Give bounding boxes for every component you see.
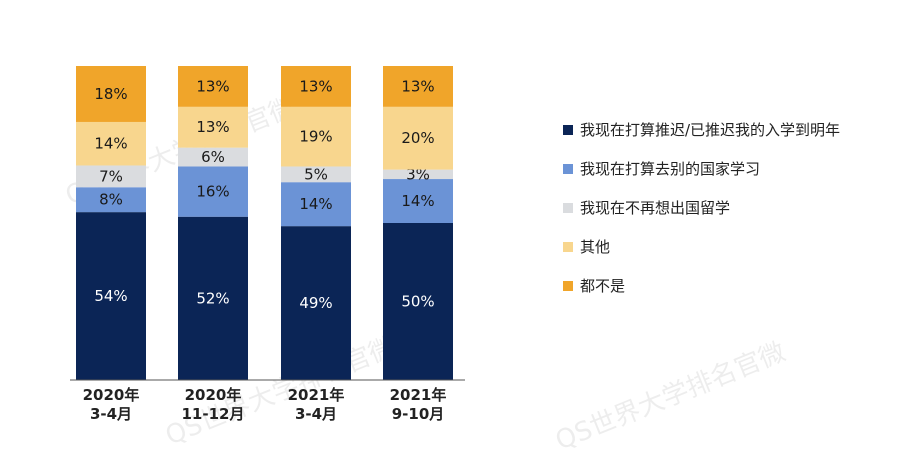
- x-tick-label: 11-12月: [182, 405, 245, 423]
- data-label: 50%: [401, 293, 434, 311]
- legend-label: 其他: [580, 238, 610, 256]
- legend-label: 都不是: [580, 277, 625, 295]
- data-label: 20%: [401, 129, 434, 147]
- legend: 我现在打算推迟/已推迟我的入学到明年我现在打算去别的国家学习我现在不再想出国留学…: [563, 121, 840, 295]
- bar-segment: [76, 121, 146, 166]
- bar-segment: [76, 212, 146, 380]
- data-label: 13%: [299, 77, 332, 95]
- bar-segment: [383, 179, 453, 223]
- data-label: 5%: [304, 165, 328, 183]
- bar-segment: [76, 66, 146, 122]
- data-label: 3%: [406, 165, 430, 183]
- legend-label: 我现在打算推迟/已推迟我的入学到明年: [580, 121, 840, 139]
- x-tick-label: 3-4月: [295, 405, 337, 423]
- legend-swatch: [563, 164, 573, 174]
- x-tick-label: 2021年: [288, 386, 345, 404]
- bar-segment: [178, 106, 248, 148]
- data-label: 13%: [401, 77, 434, 95]
- data-label: 14%: [299, 195, 332, 213]
- bar-segment: [281, 106, 351, 167]
- data-label: 7%: [99, 167, 123, 185]
- data-label: 18%: [94, 85, 127, 103]
- data-label: 13%: [196, 118, 229, 136]
- legend-swatch: [563, 125, 573, 135]
- data-label: 13%: [196, 77, 229, 95]
- x-tick-label: 2020年: [185, 386, 242, 404]
- bar-segment: [76, 187, 146, 213]
- data-label: 8%: [99, 191, 123, 209]
- legend-swatch: [563, 281, 573, 291]
- bar-segment: [383, 66, 453, 107]
- bar-segment: [178, 66, 248, 107]
- bar-segment: [281, 66, 351, 107]
- bar-segment: [383, 169, 453, 180]
- bar-segment: [281, 182, 351, 227]
- bar-segment: [178, 166, 248, 217]
- bar-segment: [281, 166, 351, 183]
- bar-segment: [281, 226, 351, 380]
- data-label: 49%: [299, 294, 332, 312]
- bar-segment: [178, 147, 248, 167]
- data-label: 6%: [201, 148, 225, 166]
- legend-label: 我现在不再想出国留学: [580, 199, 730, 217]
- watermark-text: QS世界大学排名官微: [551, 337, 789, 453]
- data-label: 14%: [401, 192, 434, 210]
- bars: 54% 8% 7% 14% 18% 52% 16% 6% 13% 13% 49% 14% 5% 19% 13…: [76, 66, 453, 380]
- x-tick-label: 9-10月: [392, 405, 445, 423]
- data-label: 16%: [196, 183, 229, 201]
- bar-segment: [383, 223, 453, 380]
- data-label: 54%: [94, 287, 127, 305]
- x-tick-label: 3-4月: [90, 405, 132, 423]
- legend-swatch: [563, 242, 573, 252]
- bar-segment: [383, 106, 453, 170]
- bar-segment: [76, 165, 146, 188]
- data-label: 52%: [196, 289, 229, 307]
- data-label: 19%: [299, 128, 332, 146]
- legend-label: 我现在打算去别的国家学习: [580, 160, 760, 178]
- data-label: 14%: [94, 135, 127, 153]
- bar-segment: [178, 216, 248, 380]
- legend-swatch: [563, 203, 573, 213]
- x-tick-label: 2020年: [83, 386, 140, 404]
- x-tick-label: 2021年: [390, 386, 447, 404]
